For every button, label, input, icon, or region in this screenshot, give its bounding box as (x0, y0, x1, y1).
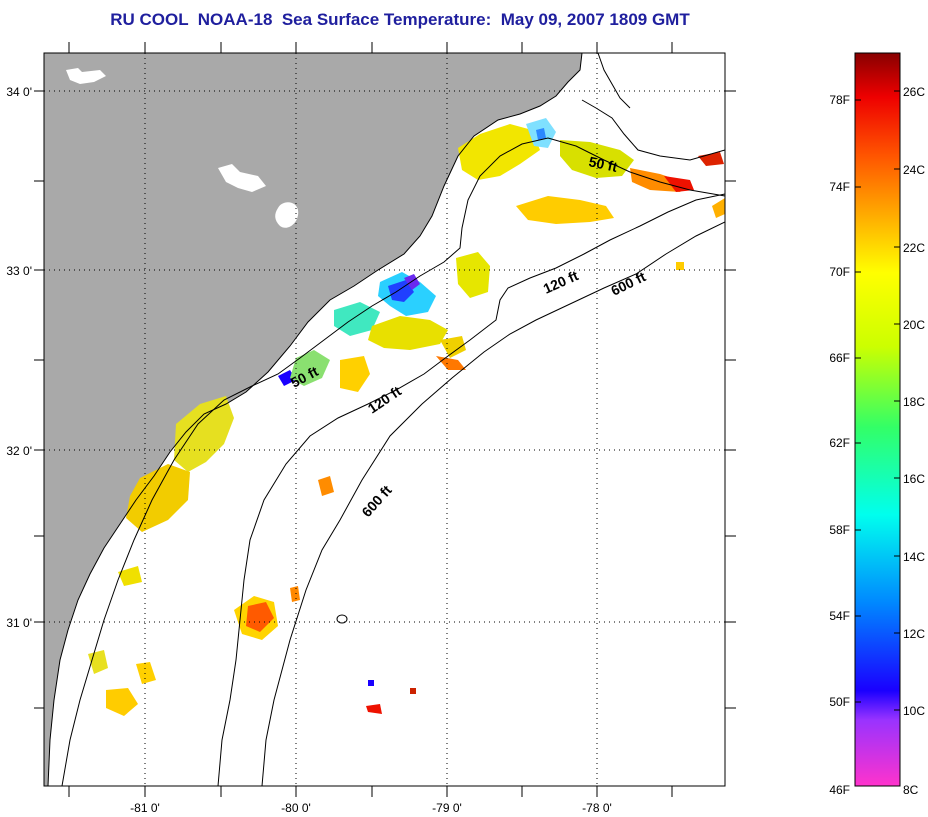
colorbar-gradient (854, 52, 901, 787)
colorbar-f-label: 50F (829, 695, 850, 709)
colorbar-c-label: 20C (903, 318, 925, 332)
isobath-50ft (61, 137, 725, 786)
latitude-label: 31 0' (6, 616, 32, 630)
colorbar-c-label: 8C (903, 783, 919, 797)
colorbar (854, 52, 901, 787)
latitude-label: 33 0' (6, 264, 32, 278)
longitude-label: -80 0' (281, 801, 311, 815)
frame-ticks (34, 42, 736, 797)
longitude-label: -79 0' (432, 801, 462, 815)
land-mass (44, 53, 582, 786)
colorbar-f-label: 78F (829, 93, 850, 107)
missing-data-patch (66, 68, 106, 84)
longitude-label: -81 0' (130, 801, 160, 815)
map-title: RU COOL NOAA-18 Sea Surface Temperature:… (110, 10, 690, 29)
coastline-cape (597, 53, 631, 109)
colorbar-c-label: 12C (903, 627, 925, 641)
coastline (47, 53, 583, 786)
colorbar-f-label: 46F (829, 783, 850, 797)
latitude-label: 32 0' (6, 444, 32, 458)
colorbar-f-label: 62F (829, 436, 850, 450)
colorbar-f-label: 54F (829, 609, 850, 623)
colorbar-f-label: 58F (829, 523, 850, 537)
gridlines (44, 53, 725, 786)
colorbar-c-label: 14C (903, 550, 925, 564)
colorbar-c-label: 26C (903, 85, 925, 99)
colorbar-f-label: 66F (829, 351, 850, 365)
colorbar-c-label: 22C (903, 241, 925, 255)
colorbar-c-label: 10C (903, 704, 925, 718)
coastline-cape (581, 99, 725, 161)
isobath-600ft (261, 221, 725, 786)
latitude-label: 34 0' (6, 85, 32, 99)
isobath-120ft (217, 193, 725, 786)
colorbar-f-label: 70F (829, 265, 850, 279)
contour-label-50ft: 50 ft (587, 153, 619, 175)
missing-data-patch (218, 164, 266, 192)
sst-patches (88, 118, 725, 716)
longitude-label: -78 0' (582, 801, 612, 815)
colorbar-c-label: 16C (903, 472, 925, 486)
seamount-ring (336, 614, 348, 624)
missing-data-patch (275, 202, 299, 228)
colorbar-c-label: 18C (903, 395, 925, 409)
map-frame (43, 52, 726, 787)
colorbar-c-label: 24C (903, 163, 925, 177)
colorbar-f-label: 74F (829, 180, 850, 194)
